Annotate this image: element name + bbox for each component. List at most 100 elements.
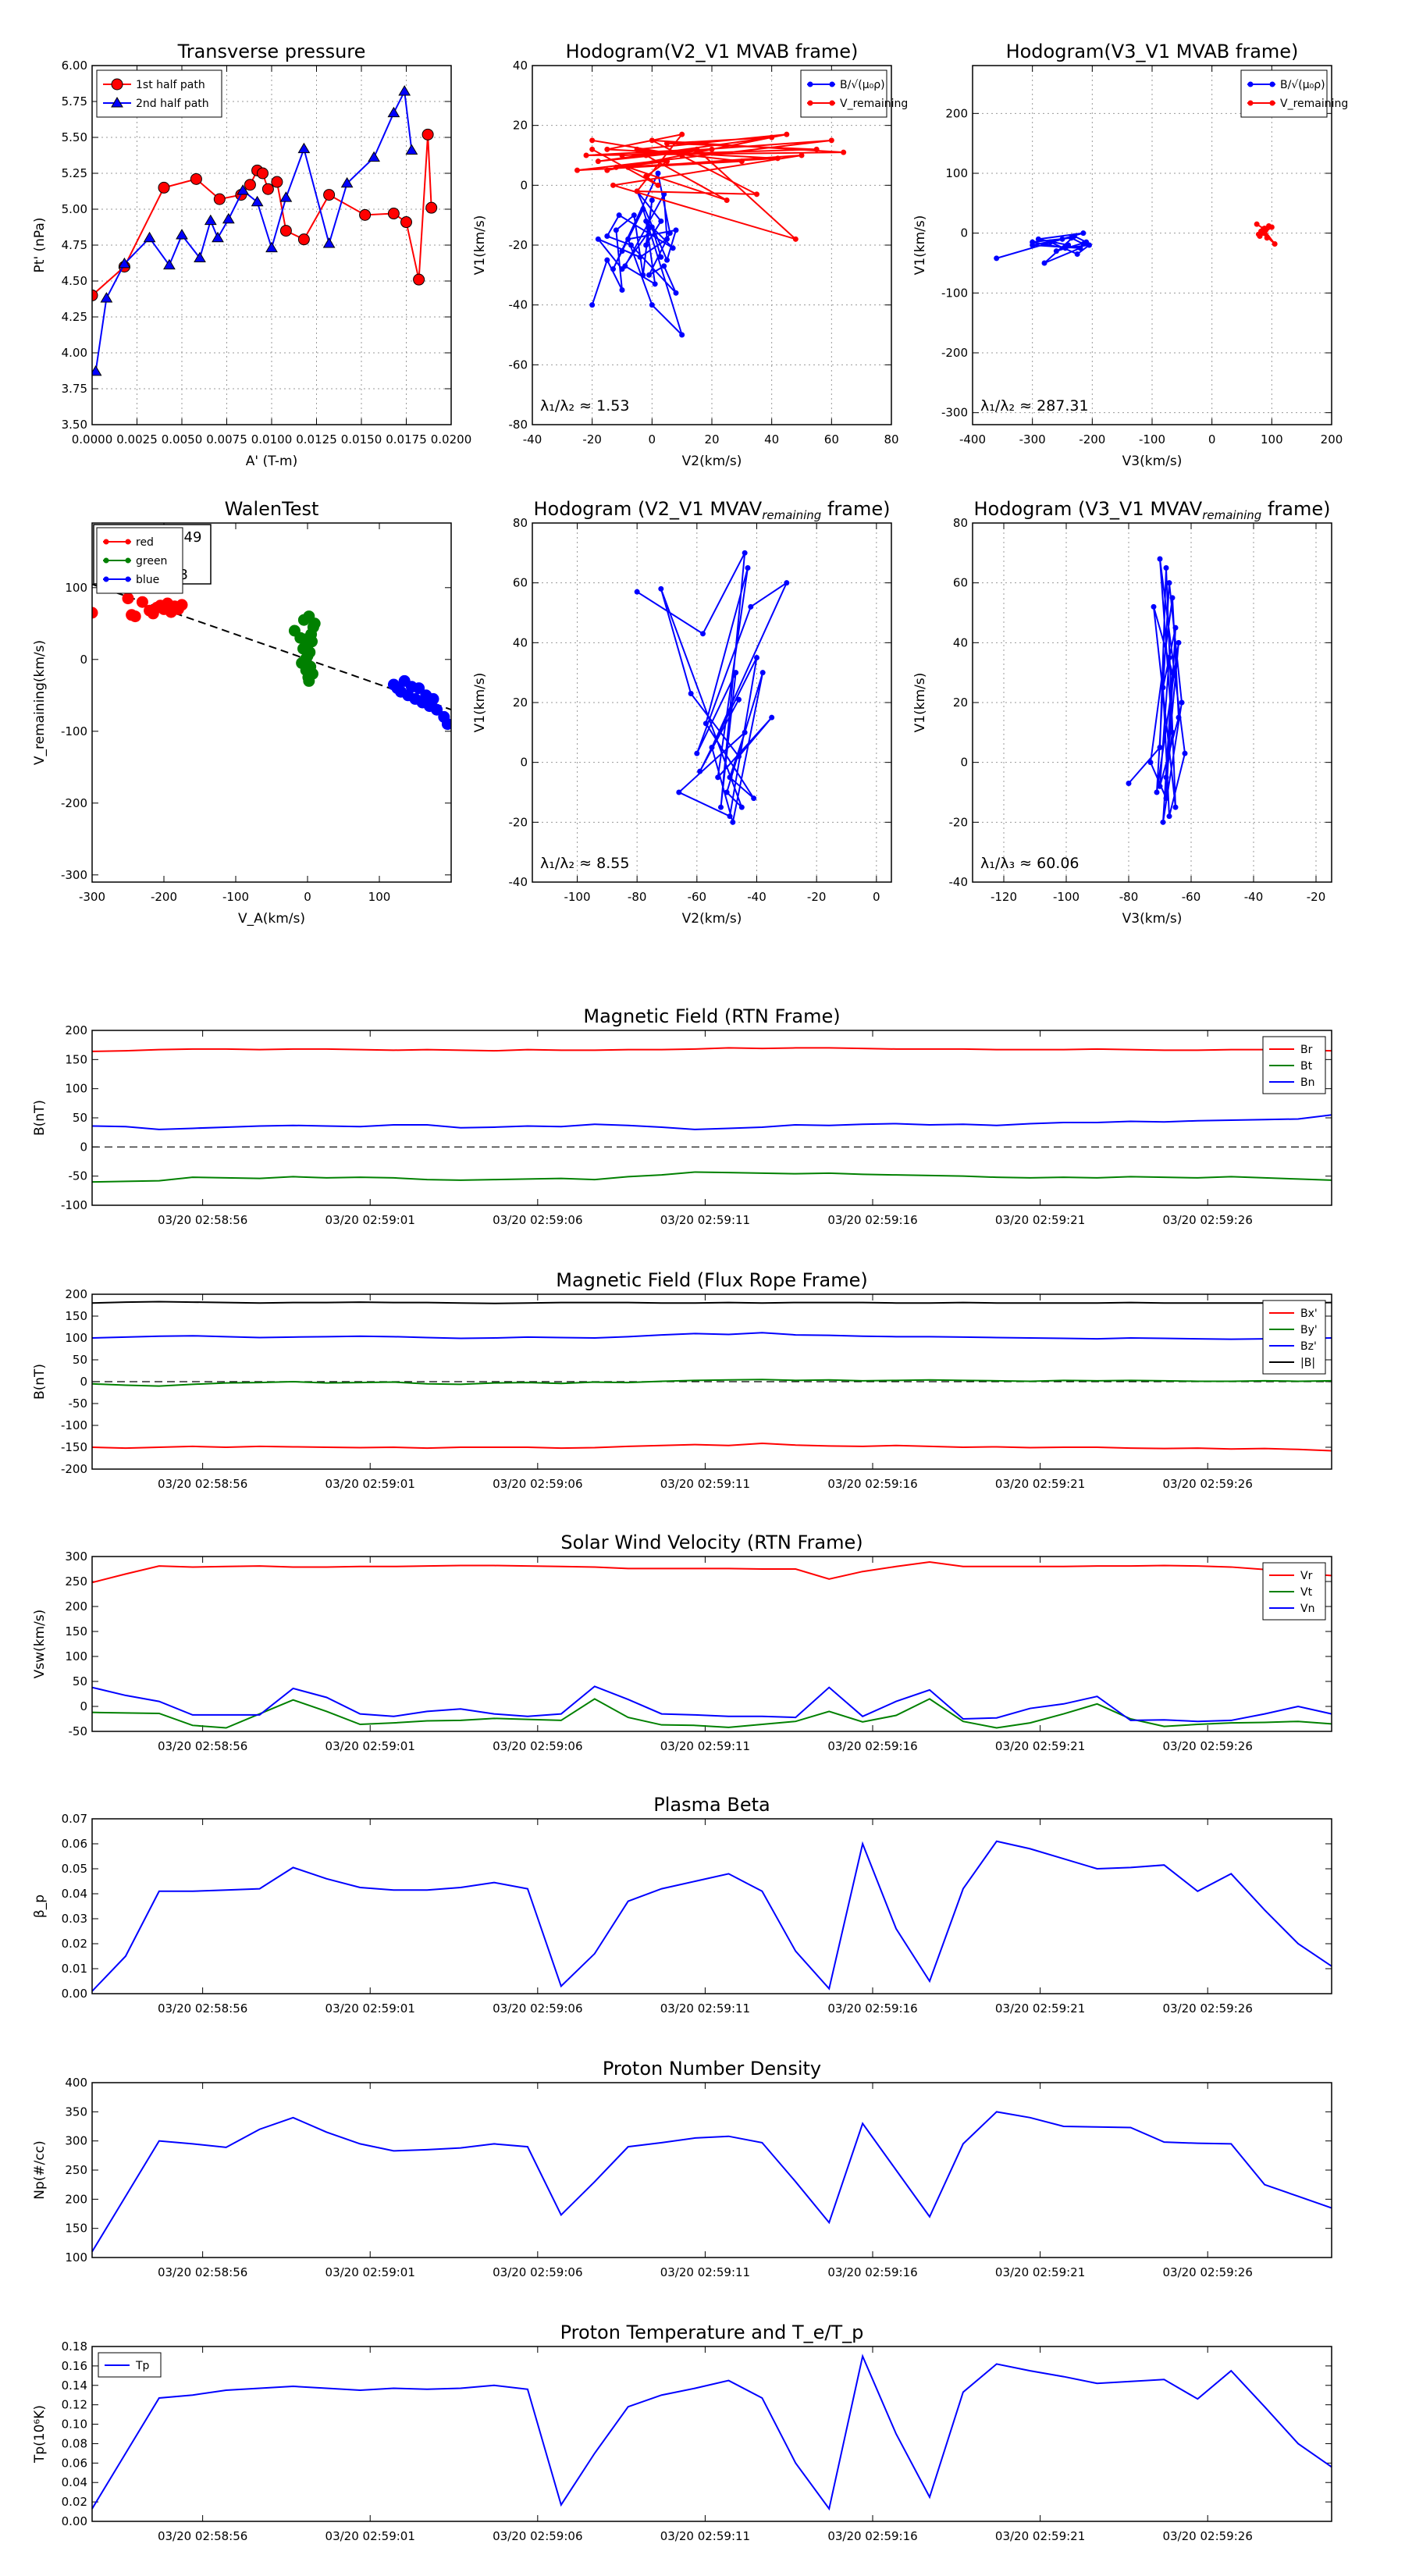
- y-tick-label: 200: [945, 106, 968, 120]
- data-point: [1087, 242, 1092, 248]
- legend-label: Vt: [1300, 1586, 1313, 1599]
- data-point: [163, 258, 176, 270]
- data-point: [237, 184, 250, 195]
- y-tick-label: 5.75: [62, 94, 87, 109]
- y-tick-label: 5.00: [62, 202, 87, 216]
- data-point: [604, 167, 610, 173]
- plot-area: [994, 221, 1278, 266]
- legend: Br Bt Bn: [1262, 1036, 1326, 1094]
- x-tick-label: 03/20 02:59:01: [325, 1477, 415, 1491]
- x-tick-label: 80: [884, 432, 898, 447]
- data-point: [727, 813, 733, 820]
- data-point: [1179, 699, 1185, 706]
- legend-label: Vr: [1300, 1570, 1313, 1582]
- y-tick-label: 0.01: [62, 1962, 87, 1976]
- chart-hodogram_v2_v1_mvab: -40 -20 0 20 40 60 80 -80 -60 -40 -20 0 20 40 Hodogram…: [472, 41, 908, 469]
- axes-frame: [91, 1293, 1332, 1470]
- x-tick-label: 0.0025: [116, 432, 158, 447]
- data-point: [1059, 236, 1065, 242]
- data-point: [213, 193, 226, 205]
- data-point: [676, 789, 682, 795]
- data-point: [646, 272, 652, 278]
- data-point: [754, 191, 759, 197]
- data-point: [1157, 745, 1163, 750]
- x-tick-label: 03/20 02:59:06: [493, 2001, 582, 2016]
- legend-label: Bz': [1300, 1340, 1317, 1353]
- data-point: [769, 134, 775, 141]
- chart-title: Magnetic Field (RTN Frame): [583, 1005, 840, 1027]
- plot-area: [92, 85, 438, 376]
- legend: B/√(μ₀ρ) V_remaining: [1240, 69, 1348, 118]
- x-axis-label: V3(km/s): [1122, 911, 1183, 927]
- axes-frame: [91, 1818, 1332, 1994]
- legend-marker: [125, 539, 131, 545]
- y-tick-label: 5.50: [62, 130, 87, 144]
- x-tick-label: -100: [1053, 890, 1080, 904]
- y-tick-label: 0.16: [62, 2359, 87, 2373]
- data-point: [679, 332, 685, 338]
- legend: B/√(μ₀ρ) V_remaining: [800, 69, 908, 118]
- series-line-0: [591, 170, 683, 336]
- x-tick-label: 03/20 02:58:56: [158, 1739, 247, 1753]
- data-point: [405, 144, 418, 155]
- data-point: [589, 146, 596, 152]
- data-point: [658, 585, 664, 592]
- data-point: [1074, 251, 1080, 257]
- data-point: [1160, 819, 1166, 825]
- data-point: [736, 753, 742, 760]
- x-tick-label: -40: [523, 432, 542, 447]
- x-tick-label: 03/20 02:59:26: [1163, 1739, 1253, 1753]
- y-tick-label: 0: [520, 178, 528, 192]
- y-tick-label: 0.05: [62, 1862, 87, 1876]
- x-tick-label: 0: [873, 890, 880, 904]
- chart-proton_temperature: 0.00 0.02 0.04 0.06 0.08 0.10 0.12 0.14 0.16 0.18…: [32, 2322, 1332, 2543]
- data-point: [649, 197, 655, 203]
- data-point: [1077, 245, 1083, 251]
- x-tick-label: -80: [1119, 890, 1139, 904]
- y-tick-label: -50: [69, 1169, 88, 1183]
- chart-hodogram_v3_v1_mvab: -400 -300 -200 -100 0 100 200 -300 -200 -100 0 100 2…: [912, 41, 1348, 469]
- x-tick-label: 03/20 02:58:56: [158, 1477, 247, 1491]
- data-point: [634, 146, 640, 152]
- series-line-0: [91, 1561, 1332, 1584]
- data-point: [1166, 580, 1172, 586]
- y-tick-label: 0.03: [62, 1912, 87, 1926]
- data-point: [301, 649, 314, 662]
- x-tick-label: 03/20 02:59:11: [660, 1739, 750, 1753]
- data-point: [679, 152, 685, 158]
- data-point: [1062, 245, 1069, 251]
- data-point: [1069, 235, 1074, 241]
- y-tick-label: -100: [941, 286, 968, 300]
- data-point: [265, 241, 278, 253]
- legend-marker: [125, 576, 131, 582]
- data-point: [1160, 685, 1166, 691]
- data-point: [194, 251, 206, 262]
- y-tick-label: 0.00: [62, 2514, 87, 2528]
- y-tick-label: 50: [73, 1111, 87, 1125]
- series-line-1: [91, 1171, 1332, 1183]
- data-point: [595, 236, 601, 242]
- chart-title-suffix: frame): [821, 498, 890, 520]
- x-tick-label: 03/20 02:59:01: [325, 1213, 415, 1227]
- legend-marker: [807, 100, 813, 106]
- data-point: [751, 795, 757, 802]
- data-point: [643, 218, 649, 224]
- data-point: [271, 176, 283, 188]
- axes-frame: [91, 65, 452, 425]
- data-point: [736, 696, 742, 703]
- data-point: [709, 745, 715, 750]
- data-point: [643, 173, 649, 180]
- chart-title-sub: remaining: [762, 508, 821, 522]
- x-tick-label: 03/20 02:59:06: [493, 2265, 582, 2279]
- data-point: [619, 266, 625, 272]
- data-point: [664, 141, 670, 147]
- y-tick-label: -40: [509, 875, 528, 889]
- plot-area: [574, 131, 847, 338]
- axes-frame: [91, 2346, 1332, 2522]
- legend-marker: [125, 557, 131, 564]
- legend-marker: [829, 100, 835, 106]
- data-point: [92, 607, 98, 619]
- x-tick-label: -200: [151, 890, 177, 904]
- data-point: [828, 137, 834, 144]
- x-tick-label: -300: [1019, 432, 1046, 447]
